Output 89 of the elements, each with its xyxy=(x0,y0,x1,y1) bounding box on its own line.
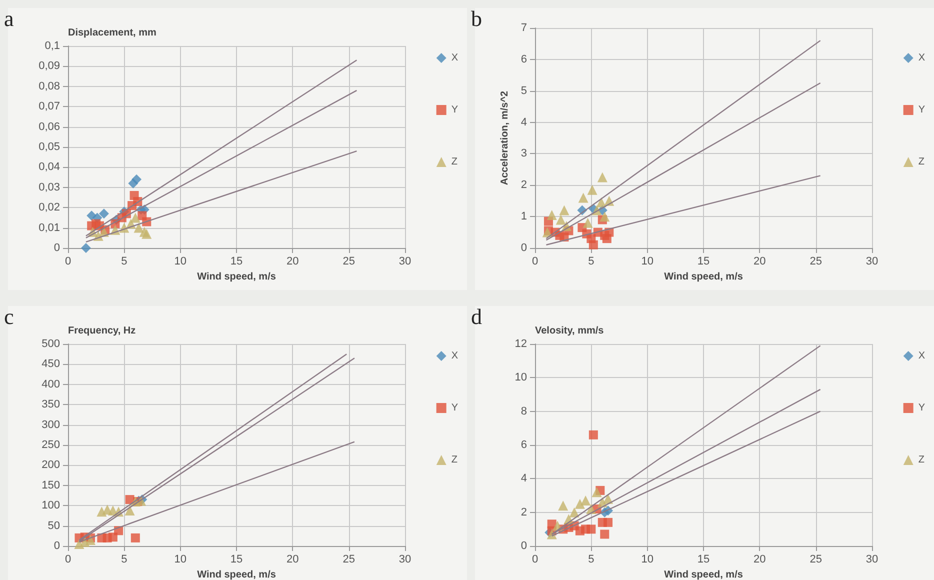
y-tick-label: 200 xyxy=(42,459,60,472)
x-tick-label: 15 xyxy=(230,256,243,268)
legend-label: X xyxy=(451,350,458,362)
x-tick-label: 20 xyxy=(754,256,766,268)
y-tick-label: 7 xyxy=(520,22,527,34)
x-tick-label: 0 xyxy=(532,554,538,566)
x-tick-label: 25 xyxy=(342,554,355,566)
x-tick-label: 25 xyxy=(810,256,822,268)
y-tick-label: 0 xyxy=(54,242,60,254)
x-axis-title: Wind speed, m/s xyxy=(664,272,744,282)
y-tick-label: 8 xyxy=(520,405,527,418)
x-tick-label: 5 xyxy=(588,256,594,268)
y-tick-label: 0,02 xyxy=(38,202,60,214)
x-tick-label: 10 xyxy=(174,256,186,268)
x-tick-label: 20 xyxy=(286,554,299,566)
x-tick-label: 0 xyxy=(532,256,538,268)
x-tick-label: 5 xyxy=(121,554,128,566)
y-axis-title: Acceleration, m/s^2 xyxy=(499,90,510,186)
y-tick-label: 12 xyxy=(514,338,527,350)
x-tick-label: 20 xyxy=(286,256,299,268)
y-tick-label: 3 xyxy=(520,148,527,160)
x-tick-label: 0 xyxy=(64,554,72,566)
x-tick-label: 0 xyxy=(64,256,72,268)
y-tick-label: 0,08 xyxy=(38,80,60,92)
x-tick-label: 25 xyxy=(810,554,822,566)
y-tick-label: 400 xyxy=(42,378,60,390)
legend-label: X xyxy=(451,52,458,64)
legend-label: Y xyxy=(918,402,926,414)
x-axis-title: Wind speed, m/s xyxy=(197,570,276,580)
x-tick-label: 30 xyxy=(398,554,412,566)
y-tick-label: 350 xyxy=(42,398,60,411)
x-tick-label: 5 xyxy=(588,554,594,566)
text: d xyxy=(471,304,482,330)
x-tick-label: 15 xyxy=(230,554,243,566)
y-tick-label: 450 xyxy=(42,358,60,370)
y-tick-label: 0 xyxy=(520,540,527,552)
y-axis-title: Displacement, mm xyxy=(68,28,156,38)
y-tick-label: 6 xyxy=(520,53,527,66)
y-tick-label: 0 xyxy=(54,540,60,552)
y-tick-label: 2 xyxy=(520,506,527,518)
x-tick-label: 10 xyxy=(641,554,654,566)
legend-label: Z xyxy=(918,156,924,168)
y-tick-label: 10 xyxy=(514,372,527,384)
text: a xyxy=(4,6,14,32)
legend-label: X xyxy=(918,350,926,362)
x-tick-label: 10 xyxy=(641,256,654,268)
y-tick-label: 0 xyxy=(520,242,527,254)
y-tick-label: 4 xyxy=(520,472,527,485)
x-tick-label: 10 xyxy=(174,554,186,566)
y-tick-label: 0,04 xyxy=(38,161,60,174)
x-tick-label: 5 xyxy=(121,256,128,268)
x-tick-label: 25 xyxy=(342,256,355,268)
y-tick-label: 0,1 xyxy=(44,40,60,52)
x-axis-title: Wind speed, m/s xyxy=(664,570,744,580)
y-axis-title: Velosity, mm/s xyxy=(535,326,604,336)
x-tick-label: 20 xyxy=(754,554,766,566)
y-tick-label: 50 xyxy=(48,520,60,532)
legend-label: Z xyxy=(451,156,458,168)
legend-label: Y xyxy=(451,104,458,116)
y-tick-label: 4 xyxy=(520,116,527,128)
y-tick-label: 150 xyxy=(42,479,60,492)
legend-label: Y xyxy=(451,402,458,414)
y-tick-label: 0,06 xyxy=(38,120,60,133)
text: b xyxy=(471,6,482,32)
y-tick-label: 1 xyxy=(520,210,527,223)
y-tick-label: 0,01 xyxy=(38,222,60,234)
legend-label: Z xyxy=(451,454,458,466)
x-tick-label: 30 xyxy=(866,256,878,268)
x-tick-label: 15 xyxy=(697,256,710,268)
y-axis-title: Frequency, Hz xyxy=(68,326,136,336)
y-tick-label: 5 xyxy=(520,84,527,97)
y-tick-label: 2 xyxy=(520,179,527,192)
y-tick-label: 300 xyxy=(42,418,60,431)
x-tick-label: 30 xyxy=(866,554,878,566)
x-tick-label: 30 xyxy=(398,256,412,268)
x-tick-label: 15 xyxy=(697,554,710,566)
y-tick-label: 0,07 xyxy=(38,100,60,113)
y-tick-label: 0,05 xyxy=(38,141,60,153)
x-axis-title: Wind speed, m/s xyxy=(197,272,276,282)
y-tick-label: 6 xyxy=(520,439,527,451)
y-tick-label: 0,03 xyxy=(38,181,60,194)
legend-label: Z xyxy=(918,454,924,466)
legend-label: X xyxy=(918,52,926,64)
y-tick-label: 0,09 xyxy=(38,60,60,72)
y-tick-label: 100 xyxy=(42,500,60,512)
legend-label: Y xyxy=(918,104,926,116)
y-tick-label: 250 xyxy=(42,439,60,451)
y-tick-label: 500 xyxy=(42,338,60,350)
text: c xyxy=(4,304,14,330)
